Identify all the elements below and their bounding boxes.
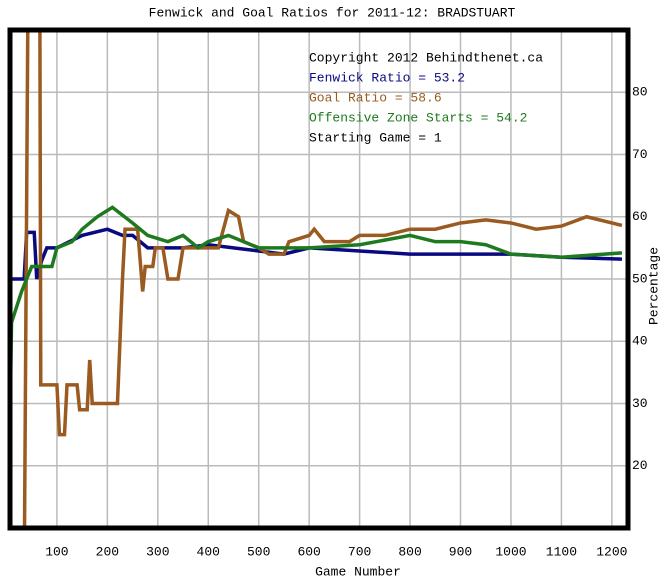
x-tick-label: 400 (197, 544, 220, 559)
annotation: Starting Game = 1 (309, 130, 442, 145)
series-line (10, 227, 623, 281)
y-tick-label: 40 (632, 334, 648, 349)
series-line (22, 30, 623, 528)
legend-entry: Fenwick Ratio = 53.2 (309, 70, 465, 85)
x-tick-label: 1000 (495, 544, 526, 559)
y-tick-label: 20 (632, 458, 648, 473)
chart-title: Fenwick and Goal Ratios for 2011-12: BRA… (149, 5, 516, 20)
lines (10, 30, 623, 528)
legend-entry: Offensive Zone Starts = 54.2 (309, 110, 527, 125)
x-axis-label: Game Number (315, 564, 401, 579)
y-tick-label: 80 (632, 85, 648, 100)
x-tick-label: 600 (297, 544, 320, 559)
x-tick-label: 800 (398, 544, 421, 559)
legend-entry: Goal Ratio = 58.6 (309, 90, 442, 105)
y-tick-label: 70 (632, 147, 648, 162)
x-tick-label: 1100 (546, 544, 577, 559)
x-tick-label: 500 (247, 544, 270, 559)
annotation: Copyright 2012 Behindthenet.ca (309, 50, 543, 65)
series-line (10, 205, 623, 423)
y-tick-label: 50 (632, 271, 648, 286)
y-tick-label: 30 (632, 396, 648, 411)
plot-border (7, 27, 631, 531)
x-tick-label: 300 (146, 544, 169, 559)
y-tick-label: 60 (632, 209, 648, 224)
x-tick-label: 1200 (596, 544, 627, 559)
x-tick-label: 200 (96, 544, 119, 559)
x-tick-label: 900 (449, 544, 472, 559)
x-tick-label: 100 (45, 544, 68, 559)
x-tick-label: 700 (348, 544, 371, 559)
y-axis-label: Percentage (646, 247, 661, 325)
